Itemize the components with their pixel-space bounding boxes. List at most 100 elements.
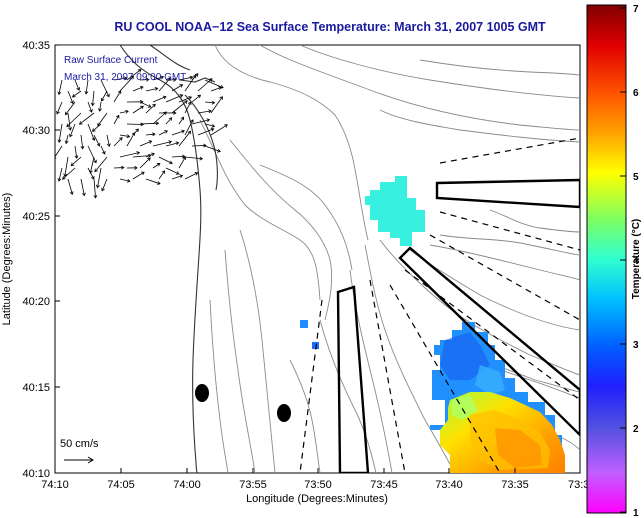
- colorbar-tick: 5: [633, 172, 639, 183]
- legend-raw-current: Raw Surface Current: [64, 55, 158, 66]
- current-vector-head: [74, 155, 79, 159]
- current-vector-head: [152, 103, 156, 108]
- current-vector-head: [106, 143, 111, 148]
- current-vector-head: [188, 96, 193, 100]
- current-vector-head: [161, 170, 166, 174]
- current-vector: [113, 115, 120, 125]
- current-vector-head: [91, 137, 96, 142]
- current-vector-head: [146, 77, 150, 82]
- current-vector-head: [134, 165, 138, 170]
- current-vector: [204, 101, 215, 104]
- sampling-boxes: [336, 178, 580, 473]
- x-axis-label: Longitude (Degrees:Minutes): [246, 493, 388, 505]
- current-vector-head: [182, 156, 186, 161]
- axis-ticks: [54, 44, 516, 474]
- current-vector: [197, 128, 214, 136]
- current-vector: [97, 112, 108, 126]
- x-tick-labels: 74:10 74:05 74:00 73:55 73:50 73:45 73:4…: [41, 479, 589, 491]
- current-vector-head: [56, 110, 60, 115]
- current-vector-head: [57, 178, 62, 182]
- current-vector-head: [148, 140, 153, 144]
- current-vector: [132, 105, 144, 114]
- current-vector-head: [136, 151, 141, 155]
- current-vector-head: [189, 75, 194, 80]
- current-vector: [92, 123, 102, 132]
- current-vector-head: [101, 150, 106, 155]
- current-vector-head: [63, 173, 68, 178]
- current-vector: [58, 123, 63, 143]
- current-vector: [210, 96, 223, 114]
- marker-oval-2: [277, 404, 291, 422]
- current-vector-head: [148, 153, 152, 158]
- current-vector-head: [66, 123, 70, 128]
- current-vector: [80, 178, 85, 196]
- current-vector: [65, 134, 69, 144]
- colorbar-tick: 7: [633, 4, 639, 15]
- current-vector: [100, 79, 110, 97]
- y-tick: 40:35: [22, 40, 50, 52]
- current-vector-head: [94, 168, 98, 173]
- current-vector: [210, 86, 222, 92]
- current-vector: [101, 178, 108, 191]
- current-vector: [113, 137, 123, 147]
- colorbar-tick: 3: [633, 340, 639, 351]
- current-vector: [152, 76, 164, 81]
- current-vector-head: [91, 175, 95, 180]
- current-vector-head: [152, 132, 156, 137]
- current-vector: [113, 90, 122, 103]
- current-vector-head: [208, 109, 212, 114]
- current-vector: [184, 172, 198, 180]
- current-vector: [197, 110, 212, 114]
- current-vector-head: [157, 181, 161, 185]
- current-vector-head: [194, 172, 199, 176]
- current-vector: [204, 79, 224, 89]
- current-vector: [72, 90, 82, 98]
- current-vector: [171, 155, 185, 158]
- current-vector-head: [93, 194, 98, 199]
- current-vector: [165, 117, 172, 125]
- current-vector-head: [131, 132, 136, 136]
- current-vector: [165, 142, 179, 147]
- current-vector-head: [84, 91, 89, 95]
- x-tick: 73:45: [370, 479, 398, 491]
- current-vector-head: [64, 140, 69, 145]
- colorbar: [586, 4, 627, 514]
- current-vector-head: [106, 93, 110, 98]
- current-vector-head: [100, 97, 105, 102]
- current-vector-head: [71, 93, 76, 98]
- current-vector: [87, 101, 93, 113]
- current-vector: [100, 145, 106, 155]
- current-vector: [171, 84, 183, 92]
- y-tick: 40:30: [22, 125, 50, 137]
- current-vector: [158, 130, 168, 136]
- y-tick: 40:25: [22, 211, 50, 223]
- current-vector-head: [70, 100, 74, 105]
- current-vector: [178, 130, 191, 147]
- current-vector: [67, 178, 73, 195]
- current-vector-head: [151, 152, 155, 157]
- current-vector: [145, 178, 161, 185]
- current-vector: [184, 101, 192, 114]
- current-vector: [132, 171, 145, 180]
- current-vector-head: [187, 101, 192, 106]
- current-vector: [184, 74, 197, 92]
- current-vector: [97, 167, 102, 188]
- current-vector: [89, 156, 95, 174]
- current-vector: [171, 130, 185, 136]
- current-vector: [87, 123, 95, 141]
- current-vector-head: [167, 77, 171, 81]
- current-vector-head: [147, 157, 151, 161]
- current-vector-head: [117, 90, 122, 94]
- current-vector: [139, 140, 152, 147]
- current-vector: [184, 156, 203, 160]
- current-vector-head: [211, 123, 216, 128]
- current-vector: [58, 79, 63, 95]
- current-vector: [171, 175, 183, 180]
- current-vector-head: [121, 165, 125, 170]
- current-vector-head: [90, 102, 95, 107]
- current-vector-head: [218, 86, 222, 90]
- current-vector-head: [93, 159, 97, 164]
- current-vector-head: [78, 121, 83, 125]
- current-vector: [204, 123, 215, 127]
- current-vector: [178, 76, 193, 81]
